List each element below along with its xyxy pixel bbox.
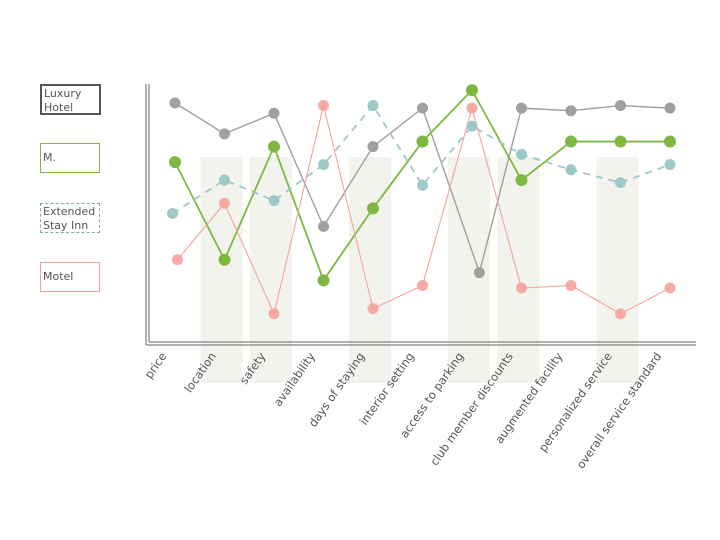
series-points	[167, 84, 676, 320]
point-luxury-hotel-access-to-parking	[473, 267, 485, 279]
axes	[145, 84, 696, 346]
point-luxury-hotel-safety	[268, 107, 280, 119]
point-motel-days-of-staying	[367, 303, 379, 315]
x-tick-label-price: price	[142, 350, 170, 381]
point-m-access-to-parking	[466, 84, 478, 97]
band-personalized-service	[596, 157, 639, 383]
point-luxury-hotel-interior-setting	[417, 102, 428, 114]
point-m-personalized-service	[614, 135, 627, 148]
point-extended-stay-inn-augmented-facility	[565, 164, 577, 176]
point-motel-club-member-discounts	[516, 282, 527, 294]
point-extended-stay-inn-price	[167, 208, 179, 219]
point-motel-interior-setting	[417, 279, 428, 291]
point-motel-price	[171, 254, 183, 266]
point-luxury-hotel-augmented-facility	[565, 105, 577, 117]
legend-item-motel: Motel	[40, 262, 100, 292]
point-m-location	[218, 253, 231, 266]
point-extended-stay-inn-location	[219, 174, 230, 186]
point-luxury-hotel-club-member-discounts	[516, 102, 527, 114]
band-days-of-staying	[349, 157, 391, 383]
point-m-price	[169, 156, 181, 169]
band-club-member-discounts	[497, 157, 540, 383]
point-extended-stay-inn-availability	[318, 159, 329, 171]
legend-label: Motel	[43, 270, 74, 283]
point-m-overall-service-standard	[664, 135, 676, 148]
point-m-safety	[268, 140, 280, 153]
point-extended-stay-inn-days-of-staying	[367, 100, 379, 112]
point-m-club-member-discounts	[515, 174, 528, 187]
legend-label: M.	[43, 151, 56, 164]
point-luxury-hotel-location	[219, 128, 230, 140]
point-extended-stay-inn-access-to-parking	[466, 120, 478, 132]
legend-label: Luxury Hotel	[44, 87, 82, 114]
point-m-availability	[317, 274, 330, 287]
point-luxury-hotel-days-of-staying	[367, 141, 379, 153]
point-luxury-hotel-personalized-service	[615, 100, 626, 112]
point-motel-location	[219, 197, 230, 209]
point-extended-stay-inn-safety	[268, 195, 280, 207]
point-extended-stay-inn-overall-service-standard	[664, 159, 676, 171]
point-extended-stay-inn-interior-setting	[417, 179, 428, 191]
background-bands	[200, 157, 639, 383]
point-motel-availability	[318, 100, 329, 112]
point-m-augmented-facility	[565, 135, 577, 148]
legend-label: Extended Stay Inn	[43, 205, 96, 232]
legend-item-luxury-hotel: Luxury Hotel	[40, 84, 101, 115]
point-motel-safety	[268, 308, 280, 320]
point-motel-personalized-service	[615, 308, 626, 320]
point-extended-stay-inn-personalized-service	[615, 177, 626, 189]
legend-item-m: M.	[40, 143, 100, 173]
point-luxury-hotel-availability	[318, 220, 329, 232]
point-luxury-hotel-overall-service-standard	[664, 102, 676, 114]
point-motel-access-to-parking	[466, 102, 478, 114]
point-m-days-of-staying	[367, 202, 379, 215]
band-safety	[250, 157, 292, 383]
point-m-interior-setting	[416, 135, 429, 148]
point-luxury-hotel-price	[169, 97, 181, 109]
legend-item-extended-stay-inn: Extended Stay Inn	[40, 203, 100, 233]
point-motel-augmented-facility	[565, 279, 577, 291]
series-line-extended-stay-inn	[172, 104, 671, 215]
point-extended-stay-inn-club-member-discounts	[516, 148, 527, 160]
point-motel-overall-service-standard	[664, 282, 676, 294]
